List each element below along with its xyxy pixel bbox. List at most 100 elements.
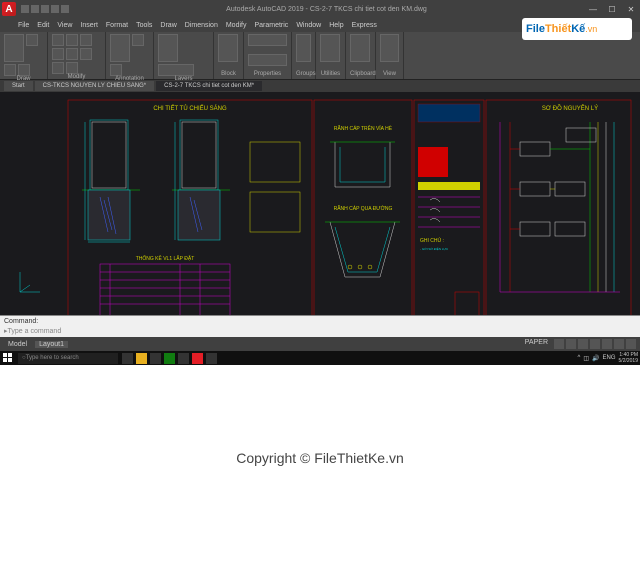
wlogo-ke: Kế bbox=[571, 23, 585, 35]
frame1-title: CHI TIẾT TỦ CHIẾU SÁNG bbox=[153, 105, 227, 112]
menu-window[interactable]: Window bbox=[296, 22, 321, 29]
view-button[interactable] bbox=[380, 34, 399, 62]
wlogo-file: File bbox=[526, 23, 545, 35]
taskbar-clock[interactable]: 1:40 PM 5/2/2019 bbox=[619, 352, 638, 364]
close-button[interactable]: ✕ bbox=[622, 2, 640, 16]
tray-lang[interactable]: ENG bbox=[603, 355, 616, 361]
cmd-history: Command: bbox=[4, 317, 636, 327]
menu-tools[interactable]: Tools bbox=[136, 22, 152, 29]
menu-file[interactable]: File bbox=[18, 22, 29, 29]
menu-express[interactable]: Express bbox=[352, 22, 377, 29]
cmd-input[interactable]: ▸ Type a command bbox=[4, 327, 636, 337]
copy-button[interactable] bbox=[66, 34, 78, 46]
app-logo[interactable]: A bbox=[2, 2, 16, 16]
maximize-button[interactable]: ☐ bbox=[603, 2, 621, 16]
menu-format[interactable]: Format bbox=[106, 22, 128, 29]
lineweight-icon[interactable] bbox=[614, 339, 624, 349]
status-paper[interactable]: PAPER bbox=[525, 339, 548, 349]
measure-button[interactable] bbox=[320, 34, 340, 62]
titlebar: A Autodesk AutoCAD 2019 - CS-2-7 TKCS ch… bbox=[0, 0, 640, 18]
transparency-icon[interactable] bbox=[626, 339, 636, 349]
task-chrome-icon[interactable] bbox=[178, 353, 189, 364]
minimize-button[interactable]: — bbox=[584, 2, 602, 16]
status-tab-model[interactable]: Model bbox=[4, 341, 31, 348]
quick-access-toolbar bbox=[19, 5, 69, 13]
qat-save-icon[interactable] bbox=[41, 5, 49, 13]
insert-block-button[interactable] bbox=[218, 34, 238, 62]
file-tab-1[interactable]: CS-TKCS NGUYEN LY CHIEU SANG* bbox=[35, 81, 154, 91]
task-app-icon[interactable] bbox=[206, 353, 217, 364]
fillet-button[interactable] bbox=[80, 48, 92, 60]
leader-button[interactable] bbox=[110, 64, 122, 76]
linetype-dropdown[interactable] bbox=[248, 54, 287, 66]
taskbar-search[interactable]: ○ Type here to search bbox=[18, 353, 118, 364]
polar-icon[interactable] bbox=[590, 339, 600, 349]
qat-new-icon[interactable] bbox=[21, 5, 29, 13]
wlogo-thiet: Thiết bbox=[545, 23, 571, 35]
tray-chevron-icon[interactable]: ^ bbox=[578, 355, 581, 361]
menu-insert[interactable]: Insert bbox=[80, 22, 98, 29]
mirror-button[interactable] bbox=[66, 48, 78, 60]
watermark-logo: FileThiếtKế.vn bbox=[522, 18, 632, 40]
task-autocad-icon[interactable] bbox=[192, 353, 203, 364]
menu-modify[interactable]: Modify bbox=[226, 22, 247, 29]
start-button[interactable] bbox=[2, 352, 14, 364]
file-tabbar: Start CS-TKCS NGUYEN LY CHIEU SANG* CS-2… bbox=[0, 80, 640, 92]
ribbon-panel-draw: Draw bbox=[0, 32, 48, 79]
status-tab-layout1[interactable]: Layout1 bbox=[35, 341, 68, 348]
autocad-window: A Autodesk AutoCAD 2019 - CS-2-7 TKCS ch… bbox=[0, 0, 640, 365]
ribbon-panel-modify: Modify bbox=[48, 32, 106, 79]
menu-draw[interactable]: Draw bbox=[160, 22, 176, 29]
paste-button[interactable] bbox=[350, 34, 370, 62]
qat-open-icon[interactable] bbox=[31, 5, 39, 13]
array-button[interactable] bbox=[66, 62, 78, 74]
tray-volume-icon[interactable]: 🔊 bbox=[592, 355, 599, 362]
group-button[interactable] bbox=[296, 34, 311, 62]
grid-icon[interactable] bbox=[554, 339, 564, 349]
task-store-icon[interactable] bbox=[150, 353, 161, 364]
task-explorer-icon[interactable] bbox=[136, 353, 147, 364]
circle-button[interactable] bbox=[4, 64, 16, 76]
text-button[interactable] bbox=[110, 34, 130, 62]
line-button[interactable] bbox=[4, 34, 24, 62]
panel-label-view: View bbox=[380, 71, 399, 77]
layer-props-button[interactable] bbox=[158, 34, 178, 62]
move-button[interactable] bbox=[52, 34, 64, 46]
task-cortana-icon[interactable] bbox=[122, 353, 133, 364]
menu-help[interactable]: Help bbox=[329, 22, 343, 29]
clock-date: 5/2/2019 bbox=[619, 358, 638, 364]
layer-dropdown[interactable] bbox=[158, 64, 194, 76]
windows-taskbar: ○ Type here to search ^ ◫ 🔊 ENG 1:40 PM … bbox=[0, 351, 640, 365]
panel-label-clipboard: Clipboard bbox=[350, 71, 371, 77]
ribbon-panel-groups: Groups bbox=[292, 32, 316, 79]
taskbar-search-text: Type here to search bbox=[26, 355, 79, 361]
menu-edit[interactable]: Edit bbox=[37, 22, 49, 29]
menu-dimension[interactable]: Dimension bbox=[185, 22, 218, 29]
ghichu-note1: - GỞI SỞ ĐIỆN LỰC bbox=[420, 246, 449, 251]
rotate-button[interactable] bbox=[80, 34, 92, 46]
polyline-button[interactable] bbox=[26, 34, 38, 46]
scale-button[interactable] bbox=[52, 62, 64, 74]
tray-network-icon[interactable]: ◫ bbox=[583, 355, 589, 362]
drawing-canvas[interactable]: CHI TIẾT TỦ CHIẾU SÁNG THỐNG KÊ VL1 LẮP … bbox=[0, 92, 640, 315]
ribbon-panel-properties: Properties bbox=[244, 32, 292, 79]
dimension-button[interactable] bbox=[132, 34, 144, 46]
qat-redo-icon[interactable] bbox=[61, 5, 69, 13]
panel-label-utilities: Utilities bbox=[320, 71, 341, 77]
ortho-icon[interactable] bbox=[578, 339, 588, 349]
menu-parametric[interactable]: Parametric bbox=[254, 22, 288, 29]
color-dropdown[interactable] bbox=[248, 34, 287, 46]
ribbon-panel-view: View bbox=[376, 32, 404, 79]
task-excel-icon[interactable] bbox=[164, 353, 175, 364]
snap-icon[interactable] bbox=[566, 339, 576, 349]
qat-undo-icon[interactable] bbox=[51, 5, 59, 13]
frame-3 bbox=[414, 100, 484, 315]
file-tab-2[interactable]: CS-2-7 TKCS chi tiet cot den KM* bbox=[156, 81, 262, 91]
menu-view[interactable]: View bbox=[57, 22, 72, 29]
file-tab-start[interactable]: Start bbox=[4, 81, 33, 91]
ribbon-panel-block: Block bbox=[214, 32, 244, 79]
arc-button[interactable] bbox=[18, 64, 30, 76]
trim-button[interactable] bbox=[52, 48, 64, 60]
osnap-icon[interactable] bbox=[602, 339, 612, 349]
command-line[interactable]: Command: ▸ Type a command bbox=[0, 315, 640, 337]
